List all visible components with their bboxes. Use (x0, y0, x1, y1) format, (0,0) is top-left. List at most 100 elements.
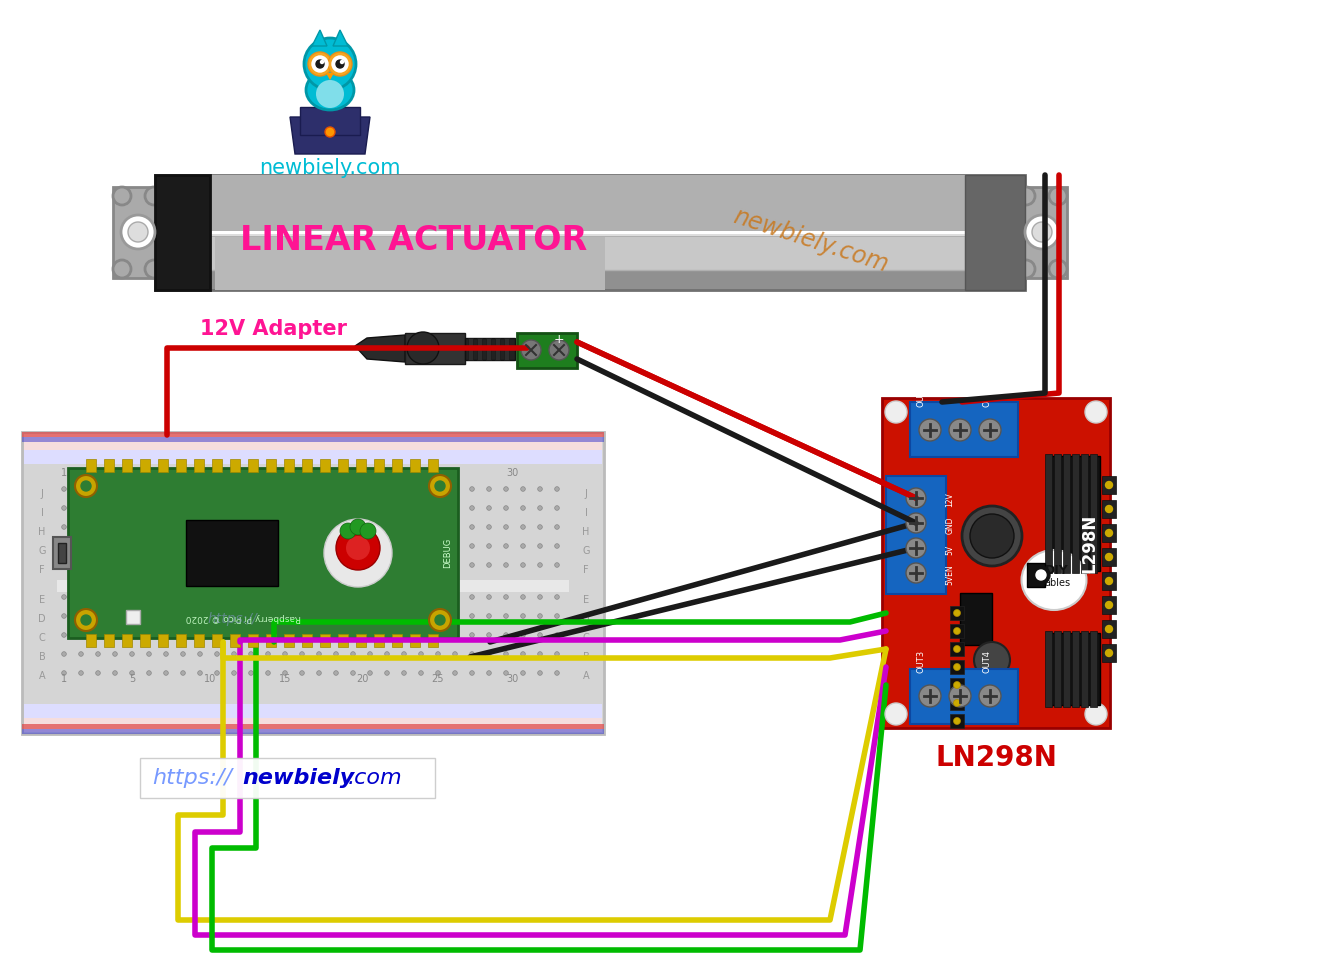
Circle shape (537, 632, 542, 637)
Circle shape (61, 671, 67, 675)
Circle shape (96, 563, 100, 568)
Circle shape (325, 127, 335, 137)
Circle shape (350, 519, 366, 535)
Bar (176, 459, 186, 472)
Bar (410, 459, 420, 472)
Circle shape (402, 595, 406, 600)
Bar (950, 714, 965, 728)
Circle shape (147, 595, 151, 600)
Circle shape (180, 563, 186, 568)
Circle shape (1105, 530, 1113, 537)
Text: 5: 5 (128, 468, 135, 478)
Bar (374, 634, 383, 647)
Text: newbiely: newbiely (242, 768, 354, 788)
Circle shape (436, 481, 445, 491)
Circle shape (283, 632, 287, 637)
Circle shape (385, 652, 389, 657)
Circle shape (486, 652, 492, 657)
Circle shape (470, 652, 474, 657)
Bar (950, 606, 965, 620)
Bar (1045, 454, 1051, 573)
Text: OUT3: OUT3 (916, 650, 925, 673)
Circle shape (884, 703, 907, 725)
Text: 25: 25 (430, 674, 444, 684)
Bar (114, 187, 163, 278)
Circle shape (248, 506, 254, 511)
Bar (155, 175, 210, 290)
Bar (212, 459, 222, 472)
Circle shape (283, 543, 287, 548)
Text: A: A (39, 671, 45, 681)
Circle shape (486, 486, 492, 491)
Circle shape (470, 595, 474, 600)
Circle shape (266, 595, 270, 600)
Circle shape (554, 652, 560, 657)
Circle shape (283, 563, 287, 568)
Circle shape (79, 563, 83, 568)
Ellipse shape (306, 70, 354, 110)
Circle shape (248, 595, 254, 600)
Circle shape (130, 652, 135, 657)
Bar (21, 724, 604, 729)
Bar (301, 107, 359, 135)
Circle shape (1105, 577, 1113, 584)
Circle shape (61, 652, 67, 657)
Circle shape (114, 260, 131, 278)
Bar (1027, 563, 1045, 587)
Circle shape (248, 671, 254, 675)
Circle shape (283, 506, 287, 511)
Bar (57, 580, 569, 592)
Bar (391, 459, 402, 472)
Circle shape (367, 614, 373, 618)
Circle shape (198, 652, 202, 657)
Bar (21, 432, 604, 734)
Bar (1071, 454, 1079, 573)
Bar (230, 634, 240, 647)
Circle shape (198, 671, 202, 675)
Circle shape (521, 671, 525, 675)
Circle shape (367, 486, 373, 491)
Circle shape (248, 525, 254, 529)
Circle shape (164, 506, 168, 511)
Circle shape (486, 506, 492, 511)
Text: 30: 30 (506, 468, 518, 478)
Circle shape (79, 486, 83, 491)
Circle shape (299, 595, 305, 600)
Circle shape (112, 543, 118, 548)
Circle shape (521, 652, 525, 657)
Circle shape (1105, 650, 1113, 657)
Bar (21, 437, 604, 442)
Circle shape (96, 486, 100, 491)
Circle shape (112, 652, 118, 657)
Circle shape (248, 486, 254, 491)
Circle shape (180, 525, 186, 529)
Circle shape (334, 486, 338, 491)
Circle shape (537, 525, 542, 529)
Circle shape (385, 525, 389, 529)
Circle shape (112, 525, 118, 529)
Circle shape (504, 632, 508, 637)
Circle shape (453, 632, 457, 637)
Circle shape (554, 563, 560, 568)
Bar (374, 459, 383, 472)
Text: B: B (582, 652, 589, 662)
Bar (1090, 631, 1097, 707)
Circle shape (147, 614, 151, 618)
Circle shape (79, 525, 83, 529)
Circle shape (79, 506, 83, 511)
Bar (961, 593, 993, 645)
Circle shape (198, 595, 202, 600)
Circle shape (521, 614, 525, 618)
Circle shape (521, 506, 525, 511)
Circle shape (486, 543, 492, 548)
Circle shape (147, 671, 151, 675)
Circle shape (299, 671, 305, 675)
Circle shape (317, 506, 321, 511)
Circle shape (470, 506, 474, 511)
Circle shape (554, 671, 560, 675)
Circle shape (402, 525, 406, 529)
Circle shape (248, 543, 254, 548)
Circle shape (215, 671, 219, 675)
Circle shape (436, 652, 441, 657)
Circle shape (402, 543, 406, 548)
